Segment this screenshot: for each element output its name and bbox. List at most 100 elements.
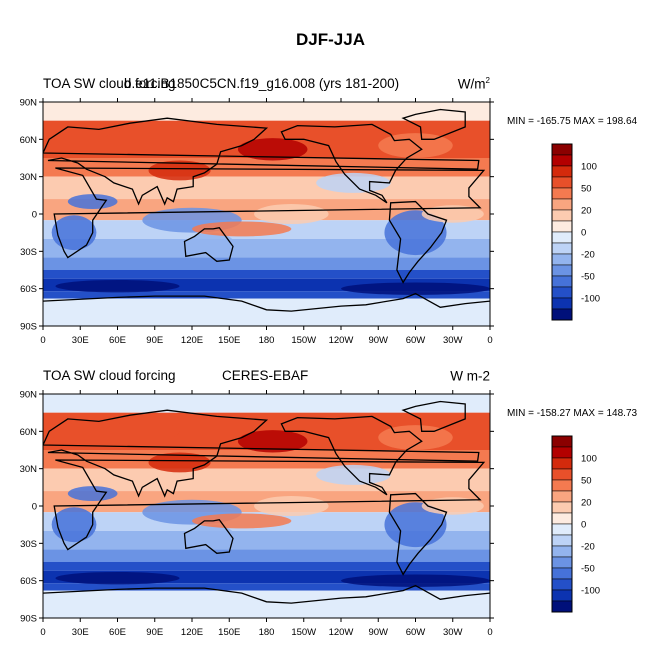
colorbar-swatch — [551, 556, 573, 569]
coastline — [388, 200, 448, 284]
lon-tick-label: 60W — [406, 627, 426, 638]
field-band — [43, 590, 490, 618]
coastline — [53, 167, 486, 259]
field-region — [185, 232, 236, 258]
lat-tick-label: 30S — [20, 539, 37, 550]
lon-tick-label: 150W — [291, 627, 316, 638]
field-region — [254, 496, 329, 516]
colorbar-swatch — [551, 220, 573, 233]
min-max-label: MIN = -158.27 MAX = 148.73 — [507, 408, 638, 419]
field-region — [421, 497, 484, 515]
colorbar-swatch — [551, 512, 573, 525]
lon-tick-label: 150E — [218, 627, 240, 638]
colorbar-swatch — [551, 468, 573, 481]
field-band — [43, 549, 490, 562]
lat-tick-label: 30S — [20, 247, 37, 258]
lat-tick-label: 90S — [20, 322, 37, 333]
min-max-label: MIN = -165.75 MAX = 198.64 — [507, 116, 638, 127]
coastline — [183, 226, 234, 262]
lon-tick-label: 30E — [72, 335, 89, 346]
colorbar-label: 0 — [581, 228, 586, 239]
field-region — [51, 507, 97, 543]
colorbar-swatch — [551, 545, 573, 558]
colorbar-swatch — [551, 187, 573, 200]
lat-tick-label: 60S — [20, 284, 37, 295]
colorbar-swatch — [551, 446, 573, 459]
page-title: DJF-JJA — [296, 30, 365, 49]
lon-tick-label: 30W — [443, 335, 463, 346]
field-region — [55, 279, 180, 293]
field-region — [185, 524, 236, 550]
lon-tick-label: 0 — [40, 627, 45, 638]
lat-tick-label: 30N — [20, 464, 38, 475]
field-region — [341, 282, 490, 295]
colorbar-label: 100 — [581, 454, 597, 465]
field-region — [237, 430, 308, 453]
panel-center-title: b.e11.B1850C5CN.f19_g16.008 (yrs 181-200… — [124, 76, 400, 91]
lat-tick-label: 60S — [20, 576, 37, 587]
field-band — [43, 583, 490, 591]
lon-tick-label: 90E — [146, 335, 163, 346]
lon-tick-label: 90W — [368, 335, 388, 346]
colorbar-swatch — [551, 457, 573, 470]
lon-tick-label: 150E — [218, 335, 240, 346]
lon-tick-label: 90E — [146, 627, 163, 638]
colorbar-frame — [551, 143, 573, 321]
colorbar-label: -100 — [581, 586, 600, 597]
coastline — [43, 292, 490, 312]
colorbar-swatch — [551, 286, 573, 299]
lon-tick-label: 60W — [406, 335, 426, 346]
field-layer — [43, 102, 490, 326]
field-band — [43, 450, 490, 469]
colorbar-label: 20 — [581, 498, 592, 509]
lon-tick-label: 0 — [40, 335, 45, 346]
coastline — [183, 518, 234, 554]
colorbar-label: -20 — [581, 542, 595, 553]
field-band — [43, 158, 490, 177]
panel-left-title: TOA SW cloud forcing — [43, 76, 176, 91]
lon-tick-label: 120W — [329, 627, 354, 638]
colorbar-swatch — [551, 275, 573, 288]
colorbar-swatch — [551, 165, 573, 178]
panel-center-title: CERES-EBAF — [222, 368, 309, 383]
field-band — [43, 298, 490, 326]
coastline — [43, 409, 480, 498]
lon-tick-label: 120E — [181, 335, 203, 346]
lat-tick-label: 90N — [20, 98, 38, 109]
coastline — [401, 400, 466, 432]
field-region — [254, 204, 329, 224]
colorbar-label: 0 — [581, 520, 586, 531]
coastline — [401, 108, 466, 140]
colorbar-label: -20 — [581, 250, 595, 261]
colorbar-swatch — [551, 143, 573, 156]
lon-tick-label: 0 — [487, 627, 492, 638]
colorbar-swatch — [551, 490, 573, 503]
colorbar-swatch — [551, 523, 573, 536]
field-layer — [43, 394, 490, 618]
colorbar-label: 50 — [581, 476, 592, 487]
colorbar-swatch — [551, 578, 573, 591]
lon-tick-label: 0 — [487, 335, 492, 346]
panel-left-title: TOA SW cloud forcing — [43, 368, 176, 383]
colorbar-swatch — [551, 534, 573, 547]
coastline — [43, 584, 490, 604]
colorbar-label: -50 — [581, 272, 595, 283]
colorbar-swatch — [551, 176, 573, 189]
field-band — [43, 270, 490, 279]
field-region — [55, 571, 180, 585]
colorbar-swatch — [551, 308, 573, 321]
colorbar-frame — [551, 435, 573, 613]
colorbar-swatch — [551, 253, 573, 266]
lon-tick-label: 90W — [368, 627, 388, 638]
lon-tick-label: 60E — [109, 627, 126, 638]
lon-tick-label: 120W — [329, 335, 354, 346]
colorbar-swatch — [551, 264, 573, 277]
lat-tick-label: 30N — [20, 172, 38, 183]
field-band — [43, 394, 490, 413]
colorbar-label: -50 — [581, 564, 595, 575]
lat-tick-label: 0 — [32, 210, 37, 221]
field-band — [43, 530, 490, 550]
field-region — [51, 215, 97, 251]
colorbar-swatch — [551, 154, 573, 167]
